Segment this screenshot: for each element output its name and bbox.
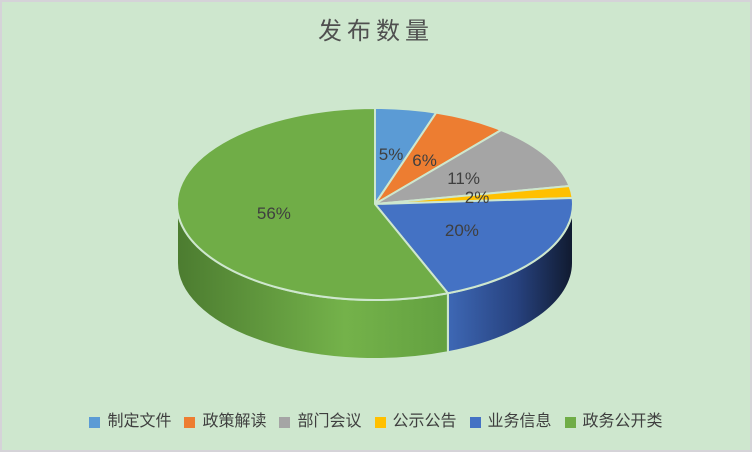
legend-swatch-icon bbox=[469, 416, 481, 428]
pie-data-label: 2% bbox=[465, 188, 490, 207]
legend-item-3[interactable]: 公示公告 bbox=[374, 413, 457, 430]
legend: 制定文件 政策解读 部门会议 公示公告 业务信息 政务公开类 bbox=[2, 414, 750, 430]
pie-data-label: 56% bbox=[257, 204, 291, 223]
legend-item-0[interactable]: 制定文件 bbox=[89, 414, 171, 430]
legend-label: 部门会议 bbox=[297, 413, 362, 430]
legend-label: 业务信息 bbox=[487, 413, 552, 430]
legend-label: 政务公开类 bbox=[582, 413, 663, 430]
legend-label: 制定文件 bbox=[107, 413, 172, 430]
legend-item-1[interactable]: 政策解读 bbox=[184, 414, 266, 430]
legend-label: 政策解读 bbox=[202, 413, 267, 430]
pie-data-label: 11% bbox=[447, 169, 480, 188]
pie-slice-2[interactable] bbox=[374, 129, 571, 205]
legend-swatch-icon bbox=[89, 416, 101, 428]
chart-title: 发布数量 bbox=[318, 18, 434, 45]
pie-data-label: 20% bbox=[445, 221, 479, 240]
legend-swatch-icon bbox=[184, 416, 196, 428]
pie-data-label: 5% bbox=[379, 145, 404, 164]
pie-slice-5[interactable] bbox=[176, 107, 449, 301]
legend-swatch-icon bbox=[374, 416, 386, 428]
legend-item-4[interactable]: 业务信息 bbox=[469, 413, 552, 430]
legend-label: 公示公告 bbox=[392, 413, 457, 430]
legend-swatch-icon bbox=[564, 416, 576, 428]
legend-swatch-icon bbox=[279, 416, 291, 428]
pie-slice-4[interactable] bbox=[374, 196, 574, 295]
legend-item-2[interactable]: 部门会议 bbox=[279, 413, 362, 430]
pie-data-label: 6% bbox=[412, 151, 437, 170]
legend-item-5[interactable]: 政务公开类 bbox=[564, 413, 663, 430]
